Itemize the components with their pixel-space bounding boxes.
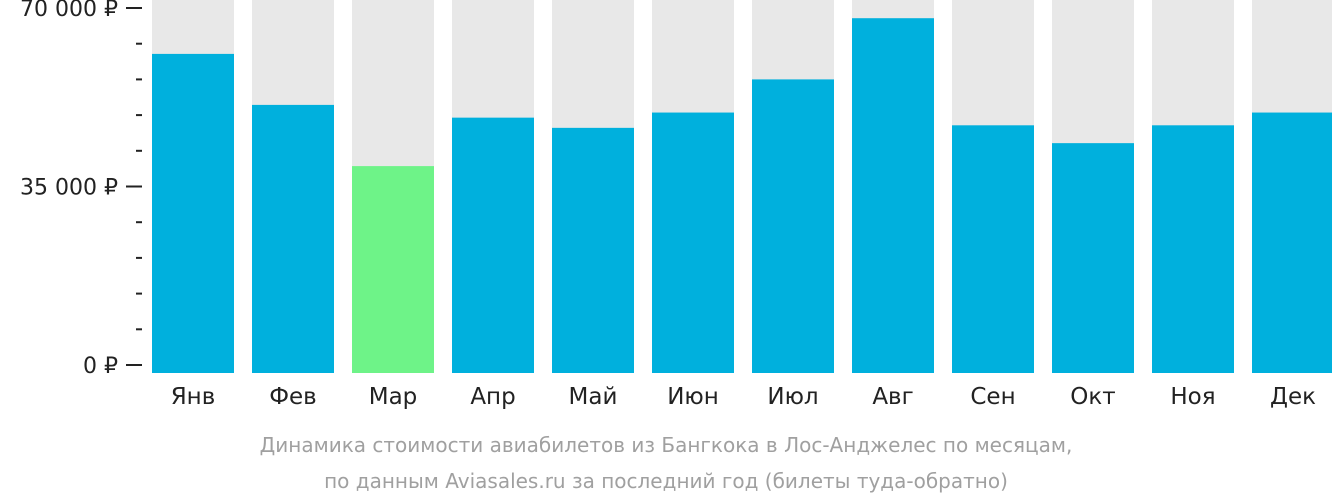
chart-caption-line-2: по данным Aviasales.ru за последний год … xyxy=(0,469,1332,493)
x-tick-label-7: Июл xyxy=(767,384,818,410)
bar-3 xyxy=(352,166,434,373)
bar-12 xyxy=(1252,113,1332,373)
x-tick-label-3: Мар xyxy=(369,384,418,410)
bar-8 xyxy=(852,18,934,373)
x-tick-label-12: Дек xyxy=(1270,384,1316,410)
x-tick-label-6: Июн xyxy=(667,384,719,410)
bar-6 xyxy=(652,113,734,373)
y-tick-label-1: 70 000 ₽ xyxy=(20,0,118,22)
x-tick-label-8: Авг xyxy=(872,384,913,410)
bar-9 xyxy=(952,125,1034,373)
bar-5 xyxy=(552,128,634,373)
price-chart: Янв Фев Мар Апр Май Июн Июл Авг Сен Окт Ноя Дек 70 0… xyxy=(0,0,1332,430)
x-tick-label-4: Апр xyxy=(470,384,515,410)
x-tick-label-11: Ноя xyxy=(1170,384,1215,410)
chart-caption-line-1: Динамика стоимости авиабилетов из Бангко… xyxy=(0,433,1332,457)
bar-2 xyxy=(252,105,334,373)
x-tick-label-9: Сен xyxy=(970,384,1015,410)
bar-1 xyxy=(152,54,234,373)
y-tick-label-2: 35 000 ₽ xyxy=(20,176,118,201)
bar-7 xyxy=(752,79,834,373)
bar-11 xyxy=(1152,125,1234,373)
bar-10 xyxy=(1052,143,1134,373)
bar-4 xyxy=(452,118,534,373)
x-tick-label-10: Окт xyxy=(1070,384,1115,410)
x-tick-label-1: Янв xyxy=(171,384,216,410)
y-tick-label-3: 0 ₽ xyxy=(83,354,118,379)
x-tick-label-2: Фев xyxy=(269,384,317,410)
x-tick-label-5: Май xyxy=(569,384,618,410)
